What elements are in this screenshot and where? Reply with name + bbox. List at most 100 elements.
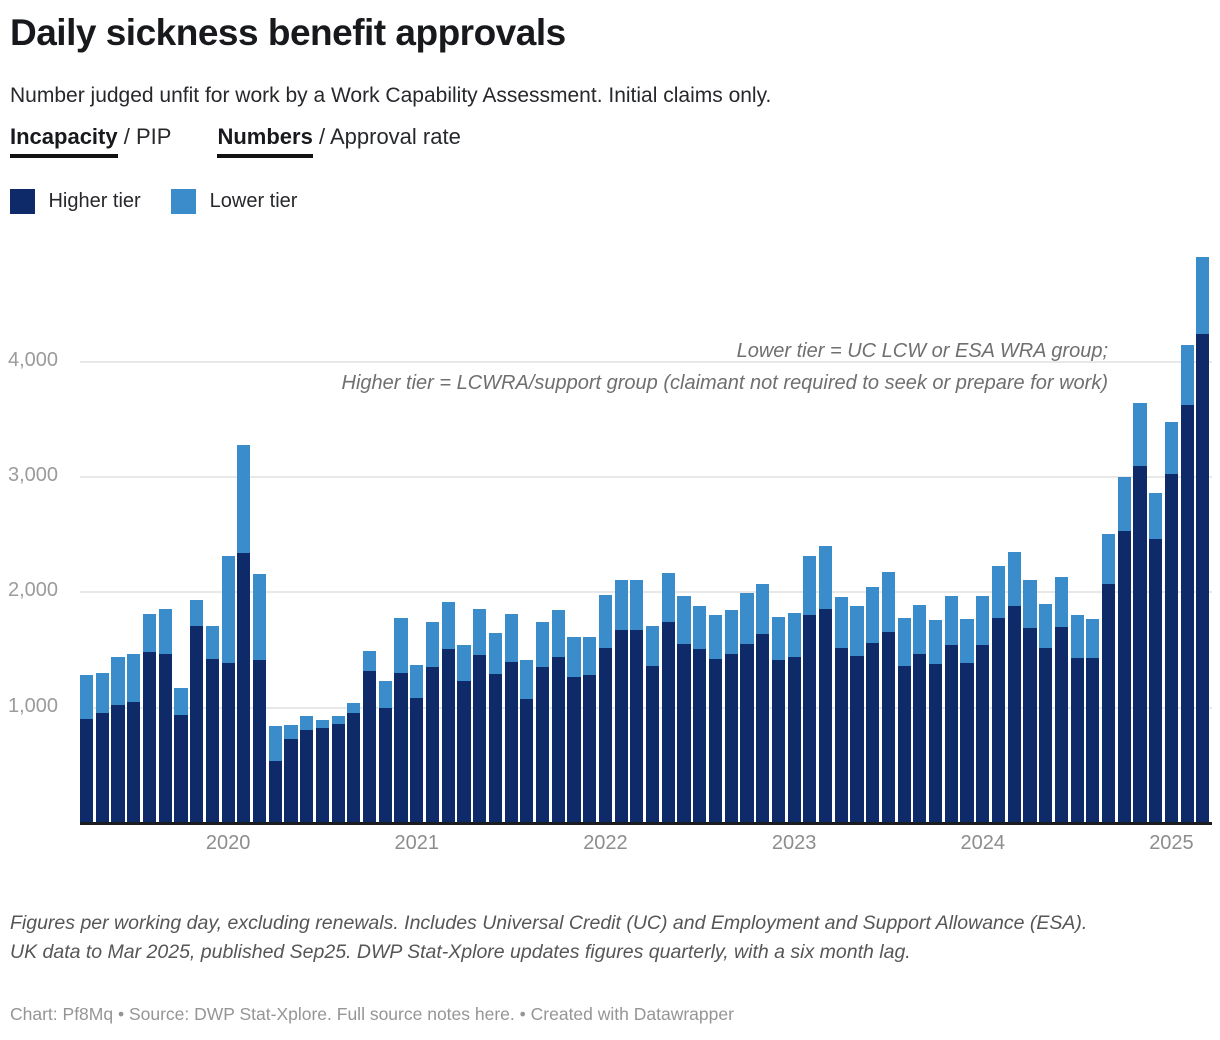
bar-segment-higher[interactable] xyxy=(1180,405,1194,823)
bar-segment-lower[interactable] xyxy=(142,614,157,653)
bar-segment-lower[interactable] xyxy=(803,555,817,616)
bar-segment-higher[interactable] xyxy=(771,659,785,823)
bar-segment-higher[interactable] xyxy=(551,656,565,823)
bar-segment-higher[interactable] xyxy=(661,622,675,823)
bar-segment-lower[interactable] xyxy=(708,614,723,660)
bar-segment-higher[interactable] xyxy=(504,661,518,823)
bar-segment-lower[interactable] xyxy=(881,571,896,632)
bar-segment-lower[interactable] xyxy=(111,656,125,705)
bar-segment-higher[interactable] xyxy=(583,674,597,823)
bar-segment-lower[interactable] xyxy=(457,645,471,682)
bar-segment-lower[interactable] xyxy=(284,724,298,740)
bar-segment-lower[interactable] xyxy=(378,680,392,709)
bar-segment-higher[interactable] xyxy=(897,666,911,823)
bar-segment-higher[interactable] xyxy=(363,670,377,823)
bar-segment-lower[interactable] xyxy=(95,672,109,713)
bar-segment-lower[interactable] xyxy=(614,580,628,630)
bar-segment-lower[interactable] xyxy=(425,622,440,668)
bar-segment-higher[interactable] xyxy=(1101,584,1116,823)
bar-segment-higher[interactable] xyxy=(1133,465,1147,823)
bar-segment-higher[interactable] xyxy=(1039,648,1053,823)
bar-segment-lower[interactable] xyxy=(1149,492,1163,539)
bar-segment-higher[interactable] xyxy=(834,647,848,823)
bar-segment-lower[interactable] xyxy=(1133,403,1147,466)
bar-segment-higher[interactable] xyxy=(378,708,392,823)
bar-segment-higher[interactable] xyxy=(457,681,471,823)
bar-segment-higher[interactable] xyxy=(567,676,581,823)
bar-segment-lower[interactable] xyxy=(1070,615,1084,658)
bar-segment-lower[interactable] xyxy=(1023,579,1037,629)
bar-segment-higher[interactable] xyxy=(991,618,1006,823)
bar-segment-lower[interactable] xyxy=(363,650,377,671)
bar-segment-lower[interactable] xyxy=(158,609,172,655)
bar-segment-higher[interactable] xyxy=(394,672,408,823)
bar-segment-lower[interactable] xyxy=(1101,533,1116,585)
bar-segment-higher[interactable] xyxy=(913,654,927,823)
bar-segment-higher[interactable] xyxy=(331,723,345,823)
bar-segment-higher[interactable] xyxy=(142,652,157,823)
tab-incapacity[interactable]: Incapacity xyxy=(10,124,118,158)
bar-segment-higher[interactable] xyxy=(881,631,896,823)
bar-segment-lower[interactable] xyxy=(913,604,927,655)
bar-segment-higher[interactable] xyxy=(944,644,958,823)
bar-segment-lower[interactable] xyxy=(598,595,613,648)
bar-segment-higher[interactable] xyxy=(174,714,188,823)
bar-segment-higher[interactable] xyxy=(929,663,943,823)
source-notes-link[interactable]: here xyxy=(474,1004,510,1024)
bar-segment-lower[interactable] xyxy=(315,720,330,729)
bar-segment-higher[interactable] xyxy=(158,654,172,823)
bar-segment-higher[interactable] xyxy=(803,615,817,823)
bar-segment-higher[interactable] xyxy=(1117,530,1131,823)
bar-segment-lower[interactable] xyxy=(850,606,864,657)
bar-segment-lower[interactable] xyxy=(787,612,801,657)
bar-segment-lower[interactable] xyxy=(771,616,785,660)
bar-segment-lower[interactable] xyxy=(991,565,1006,619)
bar-segment-higher[interactable] xyxy=(535,667,550,823)
bar-segment-higher[interactable] xyxy=(1054,626,1068,823)
bar-segment-lower[interactable] xyxy=(300,715,314,731)
bar-segment-higher[interactable] xyxy=(598,647,613,823)
bar-segment-lower[interactable] xyxy=(347,703,361,714)
bar-segment-higher[interactable] xyxy=(756,633,770,823)
bar-segment-lower[interactable] xyxy=(1196,257,1210,334)
bar-segment-higher[interactable] xyxy=(190,625,204,823)
bar-segment-lower[interactable] xyxy=(190,599,204,626)
bar-segment-lower[interactable] xyxy=(677,596,691,644)
bar-segment-lower[interactable] xyxy=(693,605,707,649)
bar-segment-higher[interactable] xyxy=(127,701,141,823)
bar-segment-lower[interactable] xyxy=(127,654,141,702)
bar-segment-higher[interactable] xyxy=(268,761,282,823)
bar-segment-lower[interactable] xyxy=(960,619,974,664)
bar-segment-higher[interactable] xyxy=(284,739,298,823)
bar-segment-lower[interactable] xyxy=(80,675,94,720)
bar-segment-higher[interactable] xyxy=(677,643,691,823)
bar-segment-higher[interactable] xyxy=(425,667,440,823)
bar-segment-lower[interactable] xyxy=(583,636,597,675)
bar-segment-higher[interactable] xyxy=(850,656,864,823)
bar-segment-lower[interactable] xyxy=(897,617,911,667)
tab-approval-rate[interactable]: Approval rate xyxy=(329,124,461,149)
bar-segment-lower[interactable] xyxy=(268,725,282,762)
bar-segment-lower[interactable] xyxy=(237,444,251,554)
bar-segment-higher[interactable] xyxy=(708,659,723,823)
bar-segment-higher[interactable] xyxy=(740,643,754,823)
bar-segment-higher[interactable] xyxy=(1196,333,1210,823)
bar-segment-higher[interactable] xyxy=(976,644,990,823)
bar-segment-lower[interactable] xyxy=(976,596,990,645)
bar-segment-lower[interactable] xyxy=(1039,603,1053,649)
bar-segment-higher[interactable] xyxy=(315,728,330,823)
bar-segment-lower[interactable] xyxy=(1054,577,1068,627)
bar-segment-lower[interactable] xyxy=(724,609,738,655)
bar-segment-lower[interactable] xyxy=(646,625,660,666)
bar-segment-higher[interactable] xyxy=(1007,606,1021,823)
bar-segment-higher[interactable] xyxy=(237,553,251,823)
bar-segment-lower[interactable] xyxy=(567,636,581,677)
bar-segment-higher[interactable] xyxy=(488,674,502,823)
bar-segment-higher[interactable] xyxy=(520,699,534,823)
bar-segment-higher[interactable] xyxy=(646,665,660,823)
bar-segment-higher[interactable] xyxy=(95,712,109,823)
bar-segment-higher[interactable] xyxy=(473,655,487,823)
bar-segment-lower[interactable] xyxy=(1086,619,1100,659)
bar-segment-higher[interactable] xyxy=(960,663,974,823)
bar-segment-lower[interactable] xyxy=(488,633,502,675)
